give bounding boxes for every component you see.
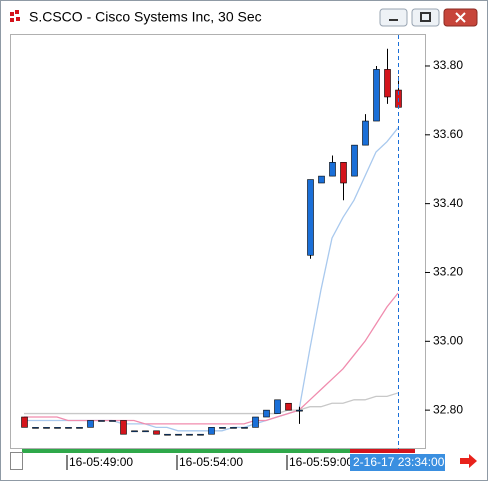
moving-average-line — [24, 292, 399, 425]
candle-body — [120, 420, 127, 435]
candle-body — [164, 433, 171, 436]
y-tick-label: 32.80 — [433, 402, 463, 416]
x-tick-label: 16-05:49:00 — [69, 455, 133, 469]
y-tick-label: 33.80 — [433, 58, 463, 72]
candle-body — [109, 420, 116, 422]
session-bar — [22, 449, 350, 453]
window-title: S.CSCO - Cisco Systems Inc, 30 Sec — [29, 9, 262, 25]
y-tick-label: 33.00 — [433, 333, 463, 347]
candle-body — [296, 409, 303, 412]
candle-body — [373, 69, 380, 122]
close-button[interactable] — [443, 8, 478, 27]
scroll-right-arrow[interactable] — [460, 454, 477, 468]
candle-body — [175, 433, 182, 436]
candle-body — [76, 427, 83, 429]
candle-body — [307, 179, 314, 256]
candle-body — [274, 399, 281, 414]
x-tick-label: 16-05:54:00 — [179, 455, 243, 469]
candle-body — [197, 433, 204, 436]
scroll-handle[interactable] — [10, 452, 23, 470]
candle-body — [43, 427, 50, 429]
candle-body — [131, 430, 138, 433]
x-tick-label: 16-05:59:00 — [289, 455, 353, 469]
candle-body — [98, 420, 105, 422]
candle-body — [252, 416, 259, 428]
chart-marks: 32.80 33.00 33.20 33.40 33.60 33.80 16-05:49:0… — [21, 48, 463, 470]
candle-body — [318, 175, 325, 184]
candle-body — [263, 409, 270, 418]
candle-body — [142, 430, 149, 433]
candle-body — [285, 402, 292, 411]
y-tick-label: 33.40 — [433, 196, 463, 210]
maximize-button[interactable] — [411, 8, 440, 27]
candle-body — [219, 427, 226, 429]
session-bar-current — [350, 449, 415, 453]
app-icon — [10, 10, 20, 22]
candle-body — [153, 430, 160, 435]
minimize-button[interactable] — [379, 8, 408, 27]
candle-body — [32, 427, 39, 429]
candle-body — [87, 420, 94, 428]
candle-body — [329, 162, 336, 177]
candle-body — [186, 433, 193, 436]
candle-body — [241, 427, 248, 429]
crosshair-label-box — [350, 454, 445, 471]
plot-area — [10, 34, 426, 449]
candle-body — [384, 69, 391, 98]
candle-body — [21, 416, 28, 428]
candle-body — [208, 427, 215, 435]
candle-body — [351, 144, 358, 177]
candle-body — [340, 162, 347, 184]
candle-body — [362, 120, 369, 146]
moving-average-line — [24, 392, 399, 415]
candle-body — [230, 427, 237, 429]
candle-body — [54, 427, 61, 429]
crosshair-label: 2-16-17 23:34:00 — [353, 455, 445, 469]
y-tick-label: 33.20 — [433, 265, 463, 279]
y-tick-label: 33.60 — [433, 127, 463, 141]
candle-body — [65, 427, 72, 429]
